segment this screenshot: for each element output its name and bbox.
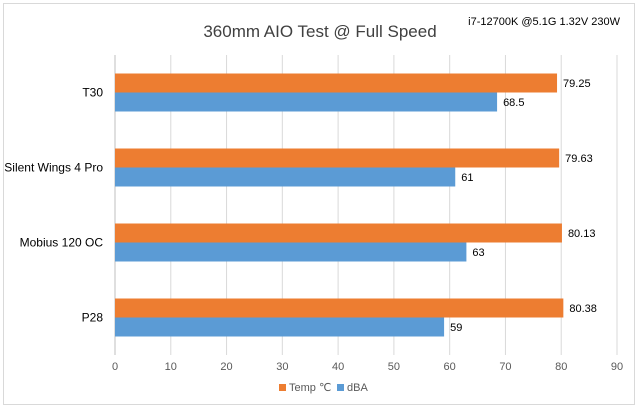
x-tick-label: 60 (444, 361, 456, 373)
bars: 79.25 68.5 79.63 61 80.13 63 80.38 59 (115, 73, 597, 337)
category-axis: T30 Silent Wings 4 Pro Mobius 120 OC P28 (4, 86, 103, 325)
bar-temp (115, 73, 558, 93)
category-label: Silent Wings 4 Pro (4, 161, 103, 175)
bar-dba (115, 317, 445, 337)
data-label: 79.63 (565, 153, 593, 165)
x-tick-label: 90 (611, 361, 623, 373)
category-label: Mobius 120 OC (20, 236, 104, 250)
data-label: 59 (450, 322, 462, 334)
data-label: 80.38 (569, 303, 597, 315)
bar-temp (115, 223, 562, 243)
legend: Temp ℃ dBA (279, 382, 368, 394)
bar-dba (115, 242, 467, 262)
bar-dba (115, 92, 498, 112)
x-tick-label: 10 (165, 361, 177, 373)
legend-label: Temp ℃ (289, 382, 331, 394)
x-axis: 0 10 20 30 40 50 60 70 80 90 (112, 361, 623, 373)
x-tick-label: 80 (555, 361, 567, 373)
x-tick-label: 0 (112, 361, 118, 373)
data-label: 63 (472, 247, 484, 259)
data-label: 68.5 (503, 97, 524, 109)
data-label: 80.13 (568, 228, 596, 240)
category-label: T30 (82, 86, 103, 100)
legend-swatch-temp (279, 384, 286, 391)
legend-swatch-dba (337, 384, 344, 391)
legend-label: dBA (347, 382, 368, 394)
x-tick-label: 30 (276, 361, 288, 373)
chart-title: 360mm AIO Test @ Full Speed (203, 22, 436, 41)
x-tick-label: 20 (220, 361, 232, 373)
x-tick-label: 50 (388, 361, 400, 373)
chart-frame (3, 3, 635, 405)
x-tick-label: 70 (499, 361, 511, 373)
category-label: P28 (82, 311, 104, 325)
x-tick-label: 40 (332, 361, 344, 373)
data-label: 79.25 (563, 78, 591, 90)
chart-subtitle: i7-12700K @5.1G 1.32V 230W (468, 16, 620, 28)
bar-dba (115, 167, 456, 187)
data-label: 61 (461, 172, 473, 184)
bar-temp (115, 298, 564, 318)
bar-temp (115, 148, 560, 168)
